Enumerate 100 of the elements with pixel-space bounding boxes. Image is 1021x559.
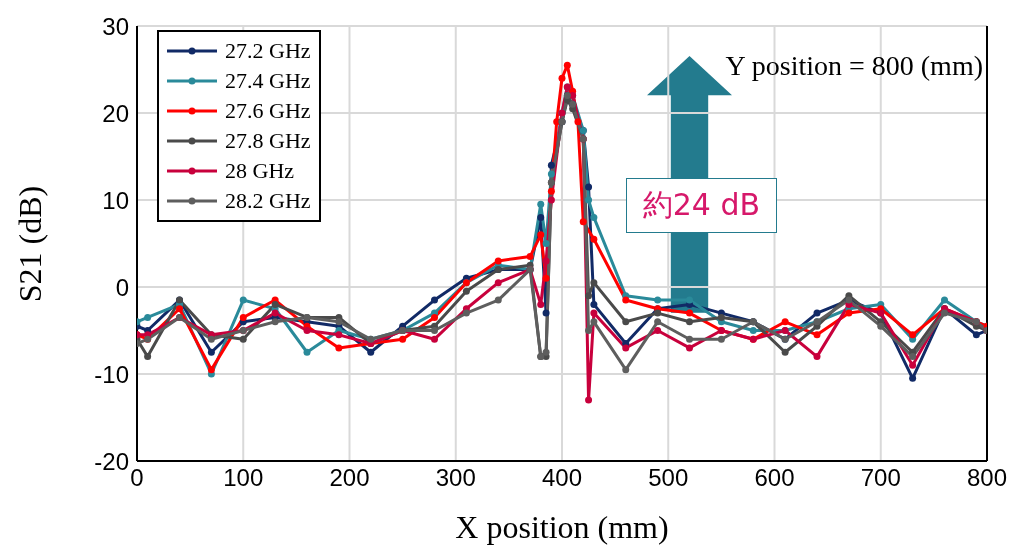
point	[717, 313, 725, 321]
point	[845, 309, 853, 317]
point	[781, 318, 789, 326]
point	[431, 327, 438, 334]
point	[717, 335, 725, 343]
point	[542, 309, 550, 317]
y-axis-title: S21 (dB)	[11, 185, 49, 302]
x-tick-label: 600	[754, 464, 795, 492]
point	[303, 348, 311, 356]
point	[909, 331, 917, 339]
point	[590, 300, 598, 308]
point	[526, 253, 534, 261]
point	[207, 348, 215, 356]
annotation: 約24 dB	[625, 178, 778, 234]
y-tick-label: -10	[94, 360, 129, 388]
point	[431, 313, 438, 321]
point	[239, 335, 247, 343]
y-tick-label: 10	[102, 186, 129, 214]
x-axis-title: X position (mm)	[454, 508, 670, 547]
point	[813, 353, 821, 361]
point	[585, 396, 593, 404]
point	[542, 348, 550, 356]
point	[176, 305, 183, 313]
point	[749, 327, 757, 334]
annotation: Y position = 800 (mm)	[725, 50, 983, 82]
point	[537, 231, 545, 239]
x-tick-label: 400	[541, 464, 583, 492]
point	[494, 279, 502, 287]
point	[547, 161, 555, 169]
point	[590, 213, 598, 221]
point	[399, 335, 407, 343]
point	[941, 296, 948, 304]
point	[431, 335, 438, 343]
point	[813, 331, 821, 339]
point	[547, 187, 555, 195]
point	[537, 200, 545, 208]
point	[686, 335, 693, 343]
point	[813, 309, 821, 317]
point	[271, 300, 279, 308]
point	[553, 118, 561, 126]
point	[585, 196, 593, 204]
legend-label: 28 GHz	[225, 157, 295, 185]
y-tick-label: 20	[102, 99, 129, 127]
point	[585, 292, 593, 300]
point	[462, 309, 470, 317]
point	[972, 331, 980, 339]
point	[537, 213, 545, 221]
point	[494, 257, 502, 265]
point	[909, 353, 917, 361]
point	[622, 296, 630, 304]
legend-label: 27.6 GHz	[225, 97, 311, 125]
point	[537, 300, 545, 308]
x-tick-label: 200	[329, 464, 370, 492]
point	[542, 257, 550, 265]
point	[239, 313, 247, 321]
point	[563, 61, 571, 69]
point	[654, 327, 662, 334]
point	[462, 287, 470, 295]
point	[547, 170, 555, 178]
legend-label: 27.2 GHz	[225, 37, 311, 65]
point	[877, 322, 885, 330]
point	[239, 296, 247, 304]
point	[574, 118, 582, 126]
x-tick-label: 700	[860, 464, 901, 492]
y-tick-label: 30	[102, 12, 129, 40]
point	[542, 274, 550, 282]
point	[271, 318, 279, 326]
point	[590, 318, 598, 326]
point	[585, 183, 593, 191]
point	[909, 374, 917, 382]
legend-label: 28.2 GHz	[225, 187, 311, 215]
point	[590, 235, 598, 243]
point	[547, 196, 555, 204]
point	[654, 309, 662, 317]
point	[144, 353, 152, 361]
point	[686, 318, 693, 326]
legend-label: 27.4 GHz	[225, 67, 311, 95]
x-tick-label: 800	[966, 464, 1008, 492]
point	[686, 296, 693, 304]
point	[579, 218, 587, 226]
y-tick-label: -20	[94, 447, 129, 475]
point	[590, 309, 598, 317]
legend-label: 27.8 GHz	[225, 127, 311, 155]
point	[622, 366, 630, 374]
point	[335, 344, 343, 352]
point	[686, 309, 693, 317]
point	[367, 348, 375, 356]
point	[686, 344, 693, 352]
point	[207, 335, 215, 343]
point	[494, 296, 502, 304]
point	[335, 318, 343, 326]
point	[271, 309, 279, 317]
point	[941, 309, 948, 317]
y-tick-label: 0	[115, 273, 129, 301]
point	[542, 240, 550, 247]
point	[431, 296, 438, 304]
point	[558, 74, 566, 82]
point	[781, 348, 789, 356]
point	[654, 318, 662, 326]
point	[144, 313, 152, 321]
